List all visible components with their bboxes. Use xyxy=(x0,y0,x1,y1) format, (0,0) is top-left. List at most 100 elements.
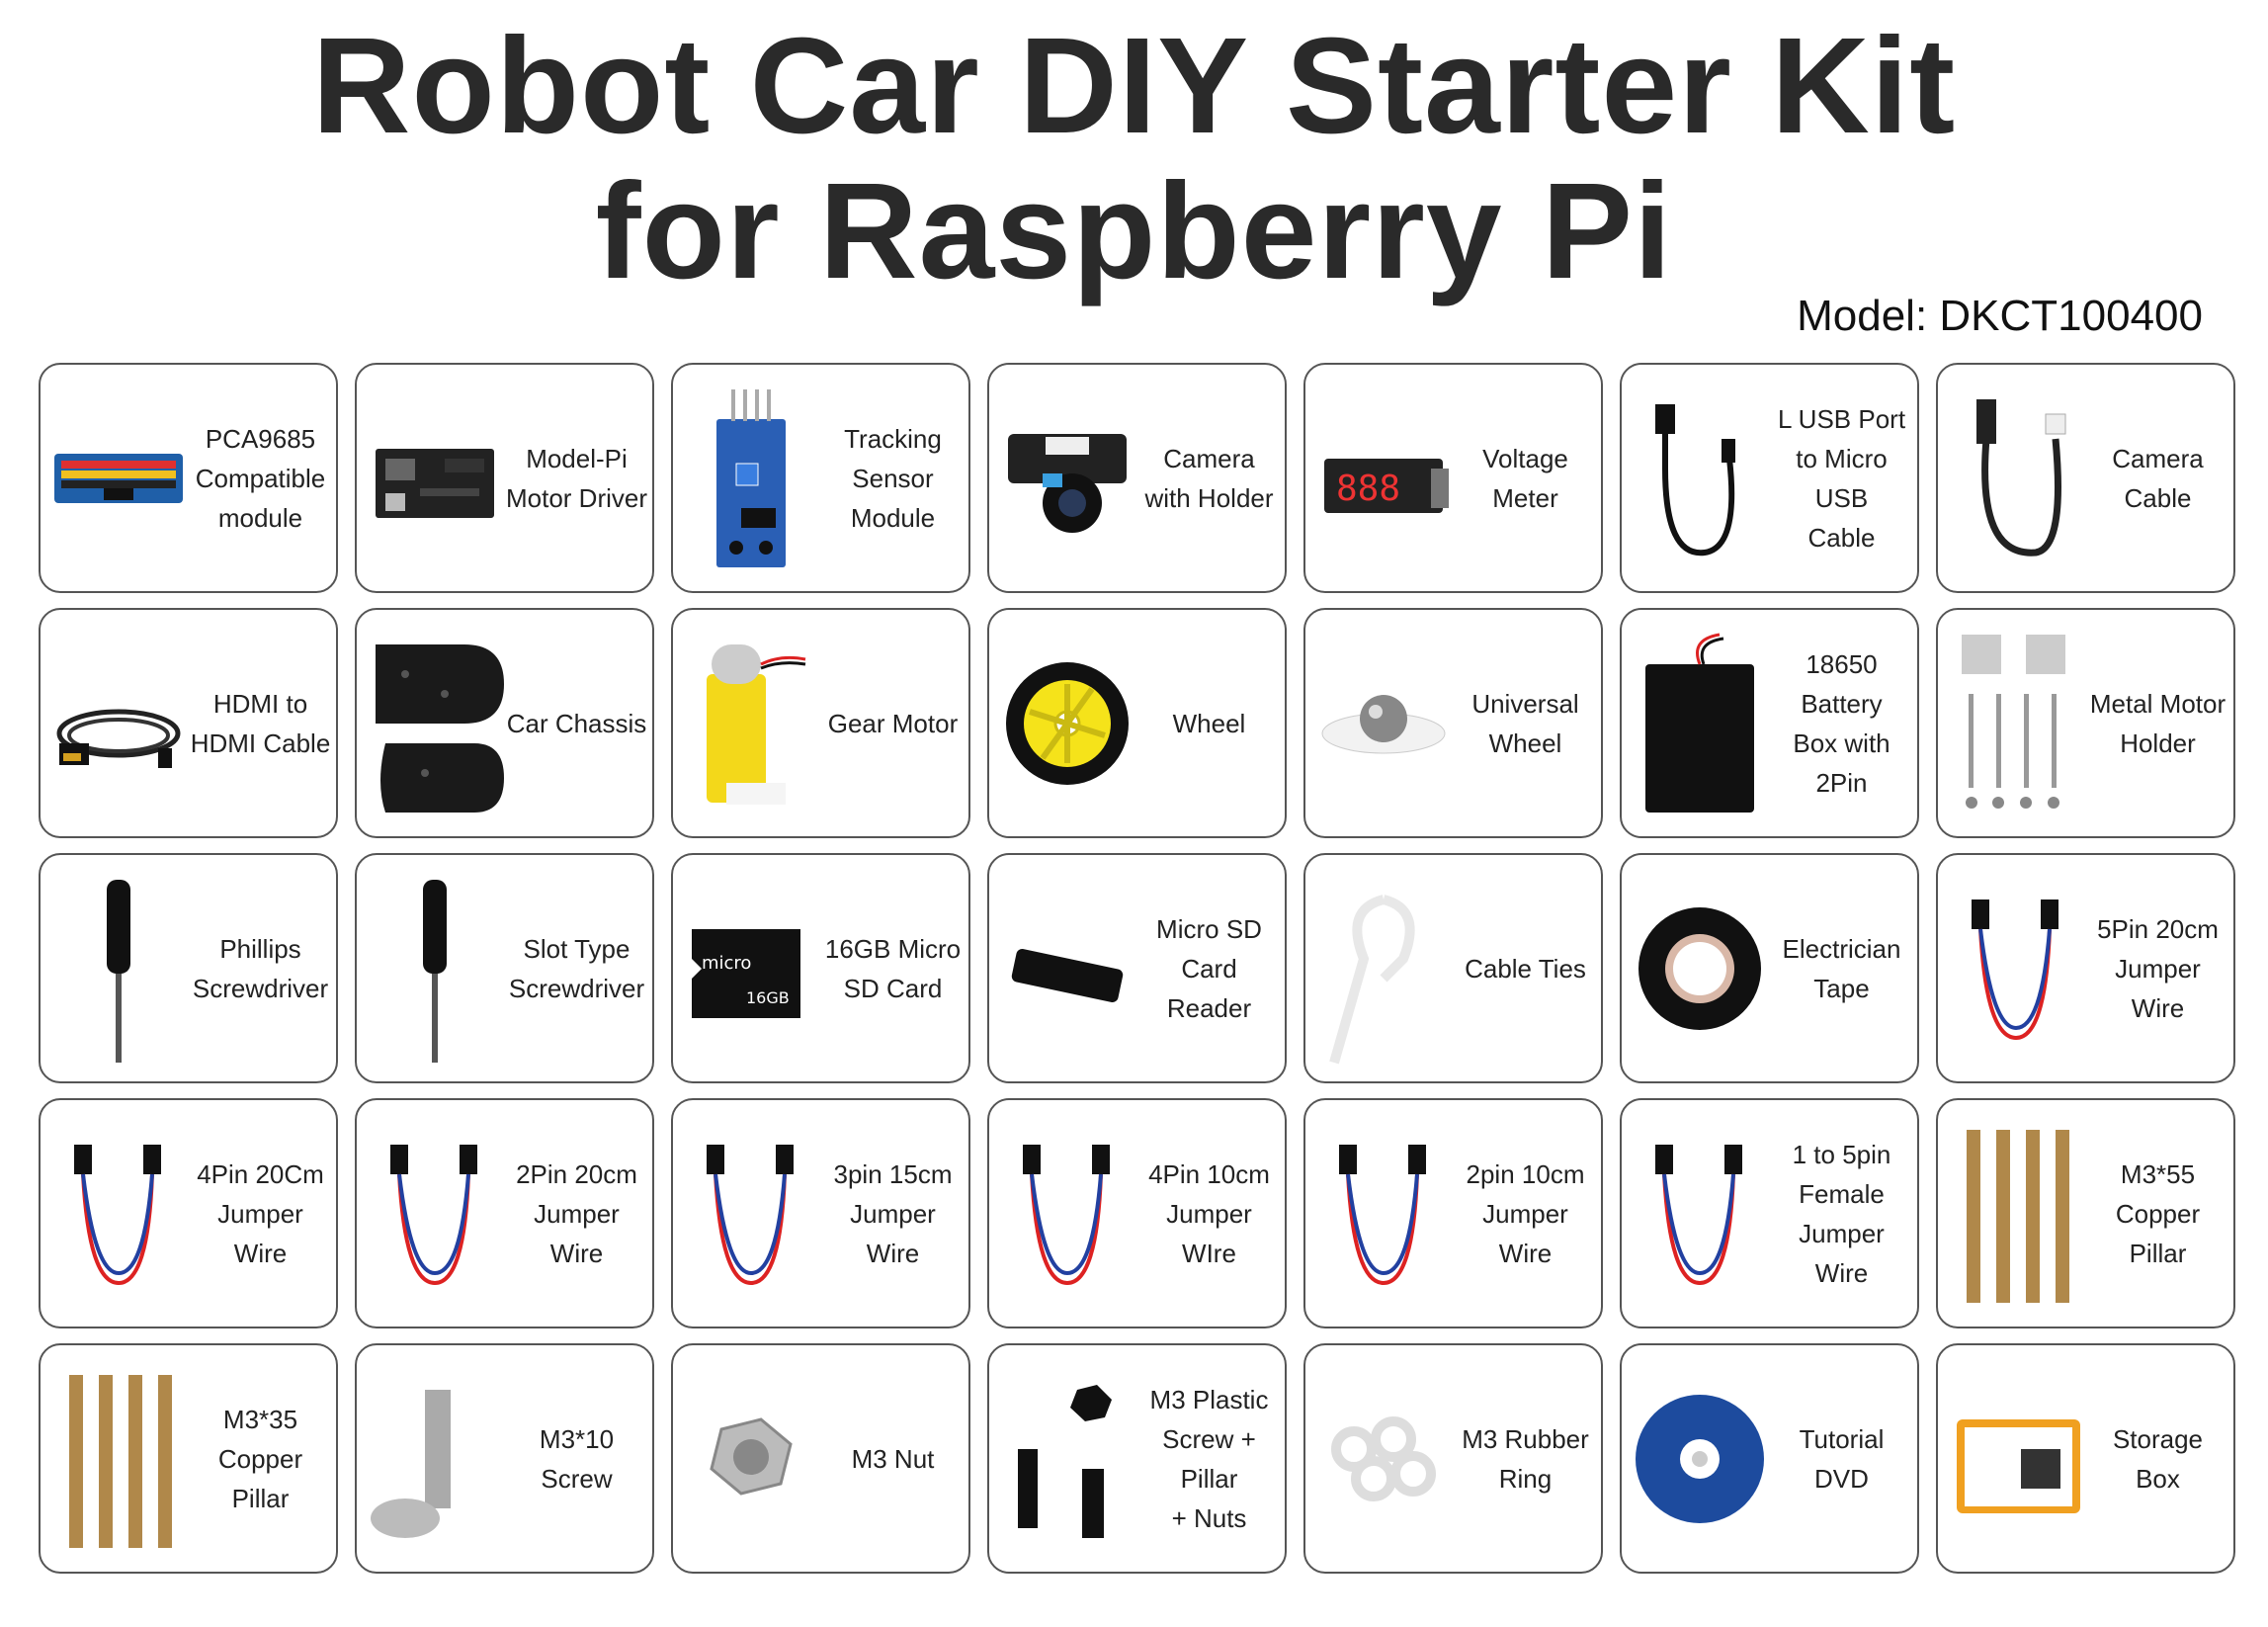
kit-item-card: HDMI to HDMI Cable xyxy=(39,608,338,838)
kit-item-label: 5Pin 20cm Jumper Wire xyxy=(2097,913,2219,1023)
kit-item-card: Metal Motor Holder xyxy=(1936,608,2235,838)
kit-item-label: Model-Pi Motor Driver xyxy=(505,443,647,513)
jumper-wire-icon xyxy=(1946,863,2086,1073)
battery-box-icon xyxy=(1630,618,1770,828)
kit-item-card: Phillips Screwdriver xyxy=(39,853,338,1083)
kit-item-label: Cable Ties xyxy=(1465,953,1586,984)
svg-text:888: 888 xyxy=(1336,469,1400,509)
kit-item-label: Micro SD Card Reader xyxy=(1156,913,1262,1023)
kit-item-card: M3 Plastic Screw + Pillar + Nuts xyxy=(987,1343,1287,1574)
kit-item-label: HDMI to HDMI Cable xyxy=(190,688,331,758)
kit-item-label: PCA9685 Compatible module xyxy=(195,423,326,533)
camera-icon xyxy=(997,373,1137,583)
copper-pillar-icon xyxy=(48,1353,189,1564)
kit-item-label: L USB Port to Micro USB Cable xyxy=(1777,403,1906,553)
kit-item-card: Gear Motor xyxy=(671,608,970,838)
kit-item-label: Voltage Meter xyxy=(1482,443,1568,513)
kit-item-card: M3*10 Screw xyxy=(355,1343,654,1574)
dvd-icon xyxy=(1630,1353,1770,1564)
kit-item-card: PCA9685 Compatible module xyxy=(39,363,338,593)
kit-item-label: Universal Wheel xyxy=(1471,688,1579,758)
kit-item-card: Wheel xyxy=(987,608,1287,838)
card-reader-icon xyxy=(997,863,1137,1073)
chassis-icon xyxy=(365,618,505,828)
kit-item-label: Camera Cable xyxy=(2112,443,2204,513)
kit-item-label: Metal Motor Holder xyxy=(2089,688,2226,758)
kit-item-card: M3*35 Copper Pillar xyxy=(39,1343,338,1574)
kit-item-card: Tracking Sensor Module xyxy=(671,363,970,593)
motor-driver-icon xyxy=(365,373,505,583)
kit-item-label: 4Pin 20Cm Jumper Wire xyxy=(197,1158,324,1268)
kit-item-label: 4Pin 10cm Jumper WIre xyxy=(1148,1158,1270,1268)
kit-item-label: Storage Box xyxy=(2112,1423,2204,1494)
motor-holder-icon xyxy=(1946,618,2086,828)
kit-item-card: L USB Port to Micro USB Cable xyxy=(1620,363,1919,593)
kit-item-card: Storage Box xyxy=(1936,1343,2235,1574)
kit-item-card: 18650 Battery Box with 2Pin xyxy=(1620,608,1919,838)
svg-text:16GB: 16GB xyxy=(746,988,790,1007)
jumper-wire-icon xyxy=(681,1108,821,1319)
kit-item-label: M3 Rubber Ring xyxy=(1462,1423,1589,1494)
jumper-wire-icon xyxy=(1313,1108,1454,1319)
kit-item-card: M3*55 Copper Pillar xyxy=(1936,1098,2235,1328)
kit-contents-grid: PCA9685 Compatible module Model-Pi Motor … xyxy=(39,363,2237,1577)
kit-item-card: Camera with Holder xyxy=(987,363,1287,593)
jumper-wire-icon xyxy=(48,1108,189,1319)
kit-item-label: M3*35 Copper Pillar xyxy=(217,1404,303,1513)
kit-item-label: Tracking Sensor Module xyxy=(844,423,942,533)
kit-item-label: 3pin 15cm Jumper Wire xyxy=(833,1158,953,1268)
sd-card-icon: micro 16GB xyxy=(681,863,821,1073)
kit-item-card: micro 16GB 16GB Micro SD Card xyxy=(671,853,970,1083)
kit-item-card: 5Pin 20cm Jumper Wire xyxy=(1936,853,2235,1083)
kit-item-label: Phillips Screwdriver xyxy=(192,933,329,1003)
model-number: Model: DKCT100400 xyxy=(1797,292,2203,340)
kit-item-card: Tutorial DVD xyxy=(1620,1343,1919,1574)
nut-icon xyxy=(681,1353,821,1564)
camera-cable-icon xyxy=(1946,373,2086,583)
kit-item-card: Electrician Tape xyxy=(1620,853,1919,1083)
kit-item-label: Tutorial DVD xyxy=(1799,1423,1885,1494)
kit-item-label: Camera with Holder xyxy=(1144,443,1274,513)
jumper-wire-icon xyxy=(997,1108,1137,1319)
jumper-wire-icon xyxy=(1630,1108,1770,1319)
wheel-icon xyxy=(997,618,1137,828)
pwm-board-icon xyxy=(48,373,189,583)
kit-item-card: 2pin 10cm Jumper Wire xyxy=(1303,1098,1603,1328)
kit-item-card: 1 to 5pin Female Jumper Wire xyxy=(1620,1098,1919,1328)
tape-icon xyxy=(1630,863,1770,1073)
kit-item-card: Cable Ties xyxy=(1303,853,1603,1083)
kit-item-label: 2Pin 20cm Jumper Wire xyxy=(516,1158,637,1268)
kit-item-label: 18650 Battery Box with 2Pin xyxy=(1793,648,1890,798)
kit-item-card: Slot Type Screwdriver xyxy=(355,853,654,1083)
cable-tie-icon xyxy=(1313,863,1454,1073)
jumper-wire-icon xyxy=(365,1108,505,1319)
kit-item-card: 4Pin 10cm Jumper WIre xyxy=(987,1098,1287,1328)
kit-item-label: M3*55 Copper Pillar xyxy=(2115,1158,2201,1268)
kit-item-label: 2pin 10cm Jumper Wire xyxy=(1466,1158,1585,1268)
tracking-sensor-icon xyxy=(681,373,821,583)
kit-item-card: 3pin 15cm Jumper Wire xyxy=(671,1098,970,1328)
gear-motor-icon xyxy=(681,618,821,828)
kit-item-label: 16GB Micro SD Card xyxy=(824,933,962,1003)
kit-item-card: 2Pin 20cm Jumper Wire xyxy=(355,1098,654,1328)
page-subtitle: for Raspberry Pi xyxy=(595,155,1673,307)
kit-item-label: Car Chassis xyxy=(506,708,647,738)
kit-item-card: Model-Pi Motor Driver xyxy=(355,363,654,593)
kit-item-label: Wheel xyxy=(1172,708,1246,738)
kit-item-label: Slot Type Screwdriver xyxy=(508,933,645,1003)
hdmi-cable-icon xyxy=(48,618,189,828)
kit-item-label: M3*10 Screw xyxy=(539,1423,615,1494)
rubber-ring-icon xyxy=(1313,1353,1454,1564)
screw-icon xyxy=(365,1353,505,1564)
plastic-screw-icon xyxy=(997,1353,1137,1564)
kit-item-card: M3 Nut xyxy=(671,1343,970,1574)
universal-wheel-icon xyxy=(1313,618,1454,828)
voltage-meter-icon: 888 xyxy=(1313,373,1454,583)
screwdriver-icon xyxy=(48,863,189,1073)
page-title: Robot Car DIY Starter Kit xyxy=(311,10,1957,162)
screwdriver-icon xyxy=(365,863,505,1073)
kit-item-label: Gear Motor xyxy=(827,708,959,738)
kit-item-card: Universal Wheel xyxy=(1303,608,1603,838)
kit-item-label: M3 Nut xyxy=(851,1443,935,1474)
kit-item-card: 888 Voltage Meter xyxy=(1303,363,1603,593)
